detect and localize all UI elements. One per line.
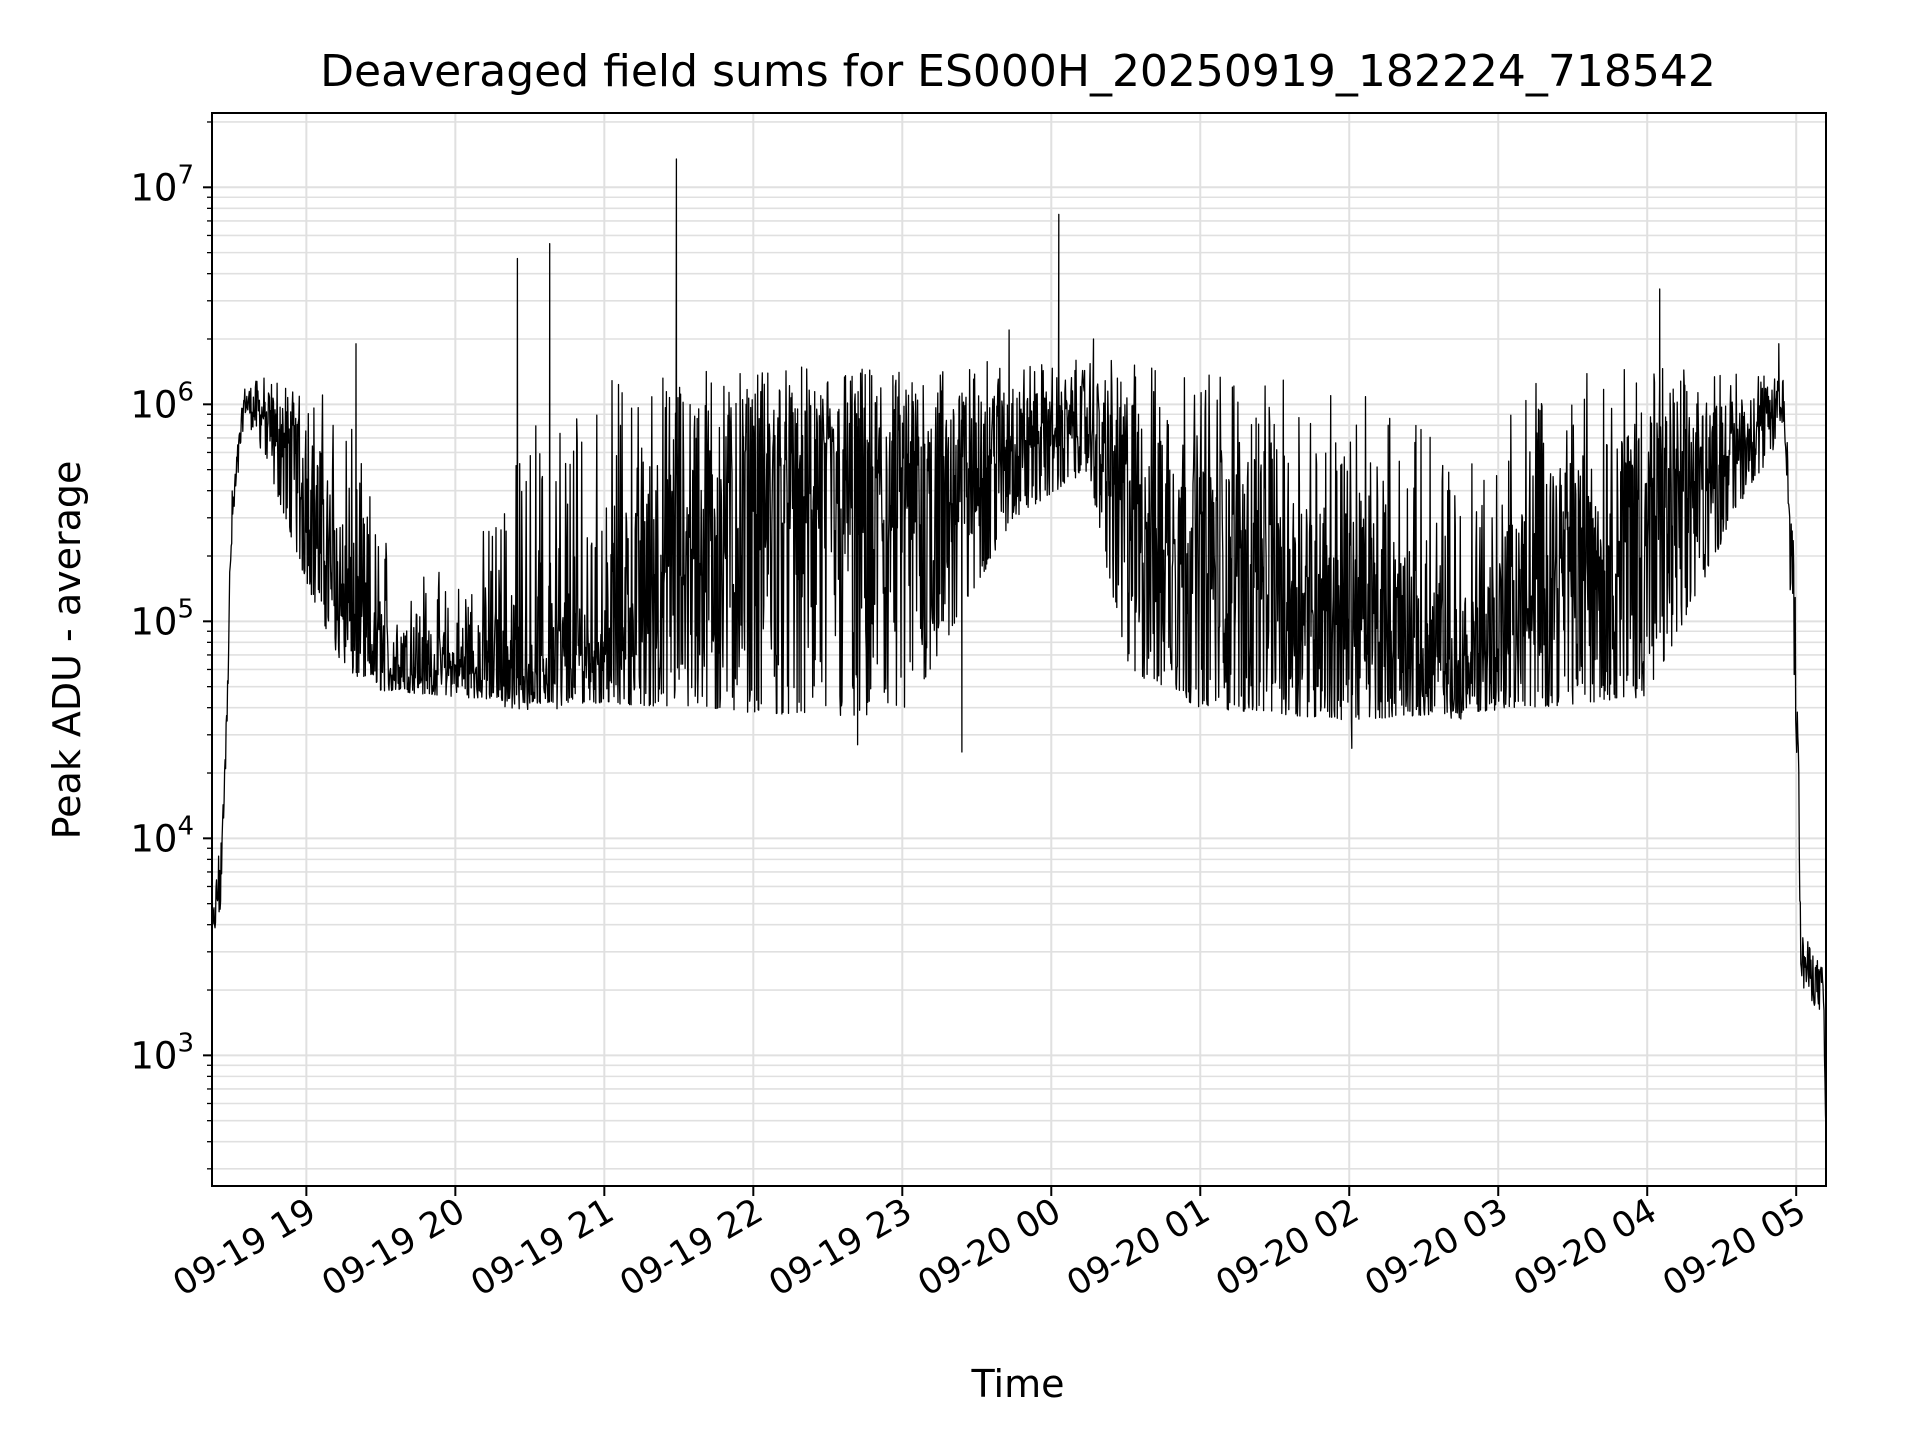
y-tick-label: 103 <box>130 1028 194 1077</box>
chart-title: Deaveraged field sums for ES000H_2025091… <box>320 46 1716 97</box>
y-tick-label: 105 <box>130 594 194 643</box>
y-tick-label: 104 <box>130 811 194 860</box>
y-axis-label: Peak ADU - average <box>45 461 89 840</box>
y-axis: 103 104 105 106 107 <box>130 121 212 1170</box>
y-tick-label: 106 <box>130 377 194 426</box>
series-line-peak-adu <box>211 158 1827 1130</box>
x-axis-label: Time <box>971 1362 1065 1406</box>
grid <box>212 113 1826 1186</box>
plot-frame <box>211 112 1827 1187</box>
y-tick-label: 107 <box>130 160 194 209</box>
